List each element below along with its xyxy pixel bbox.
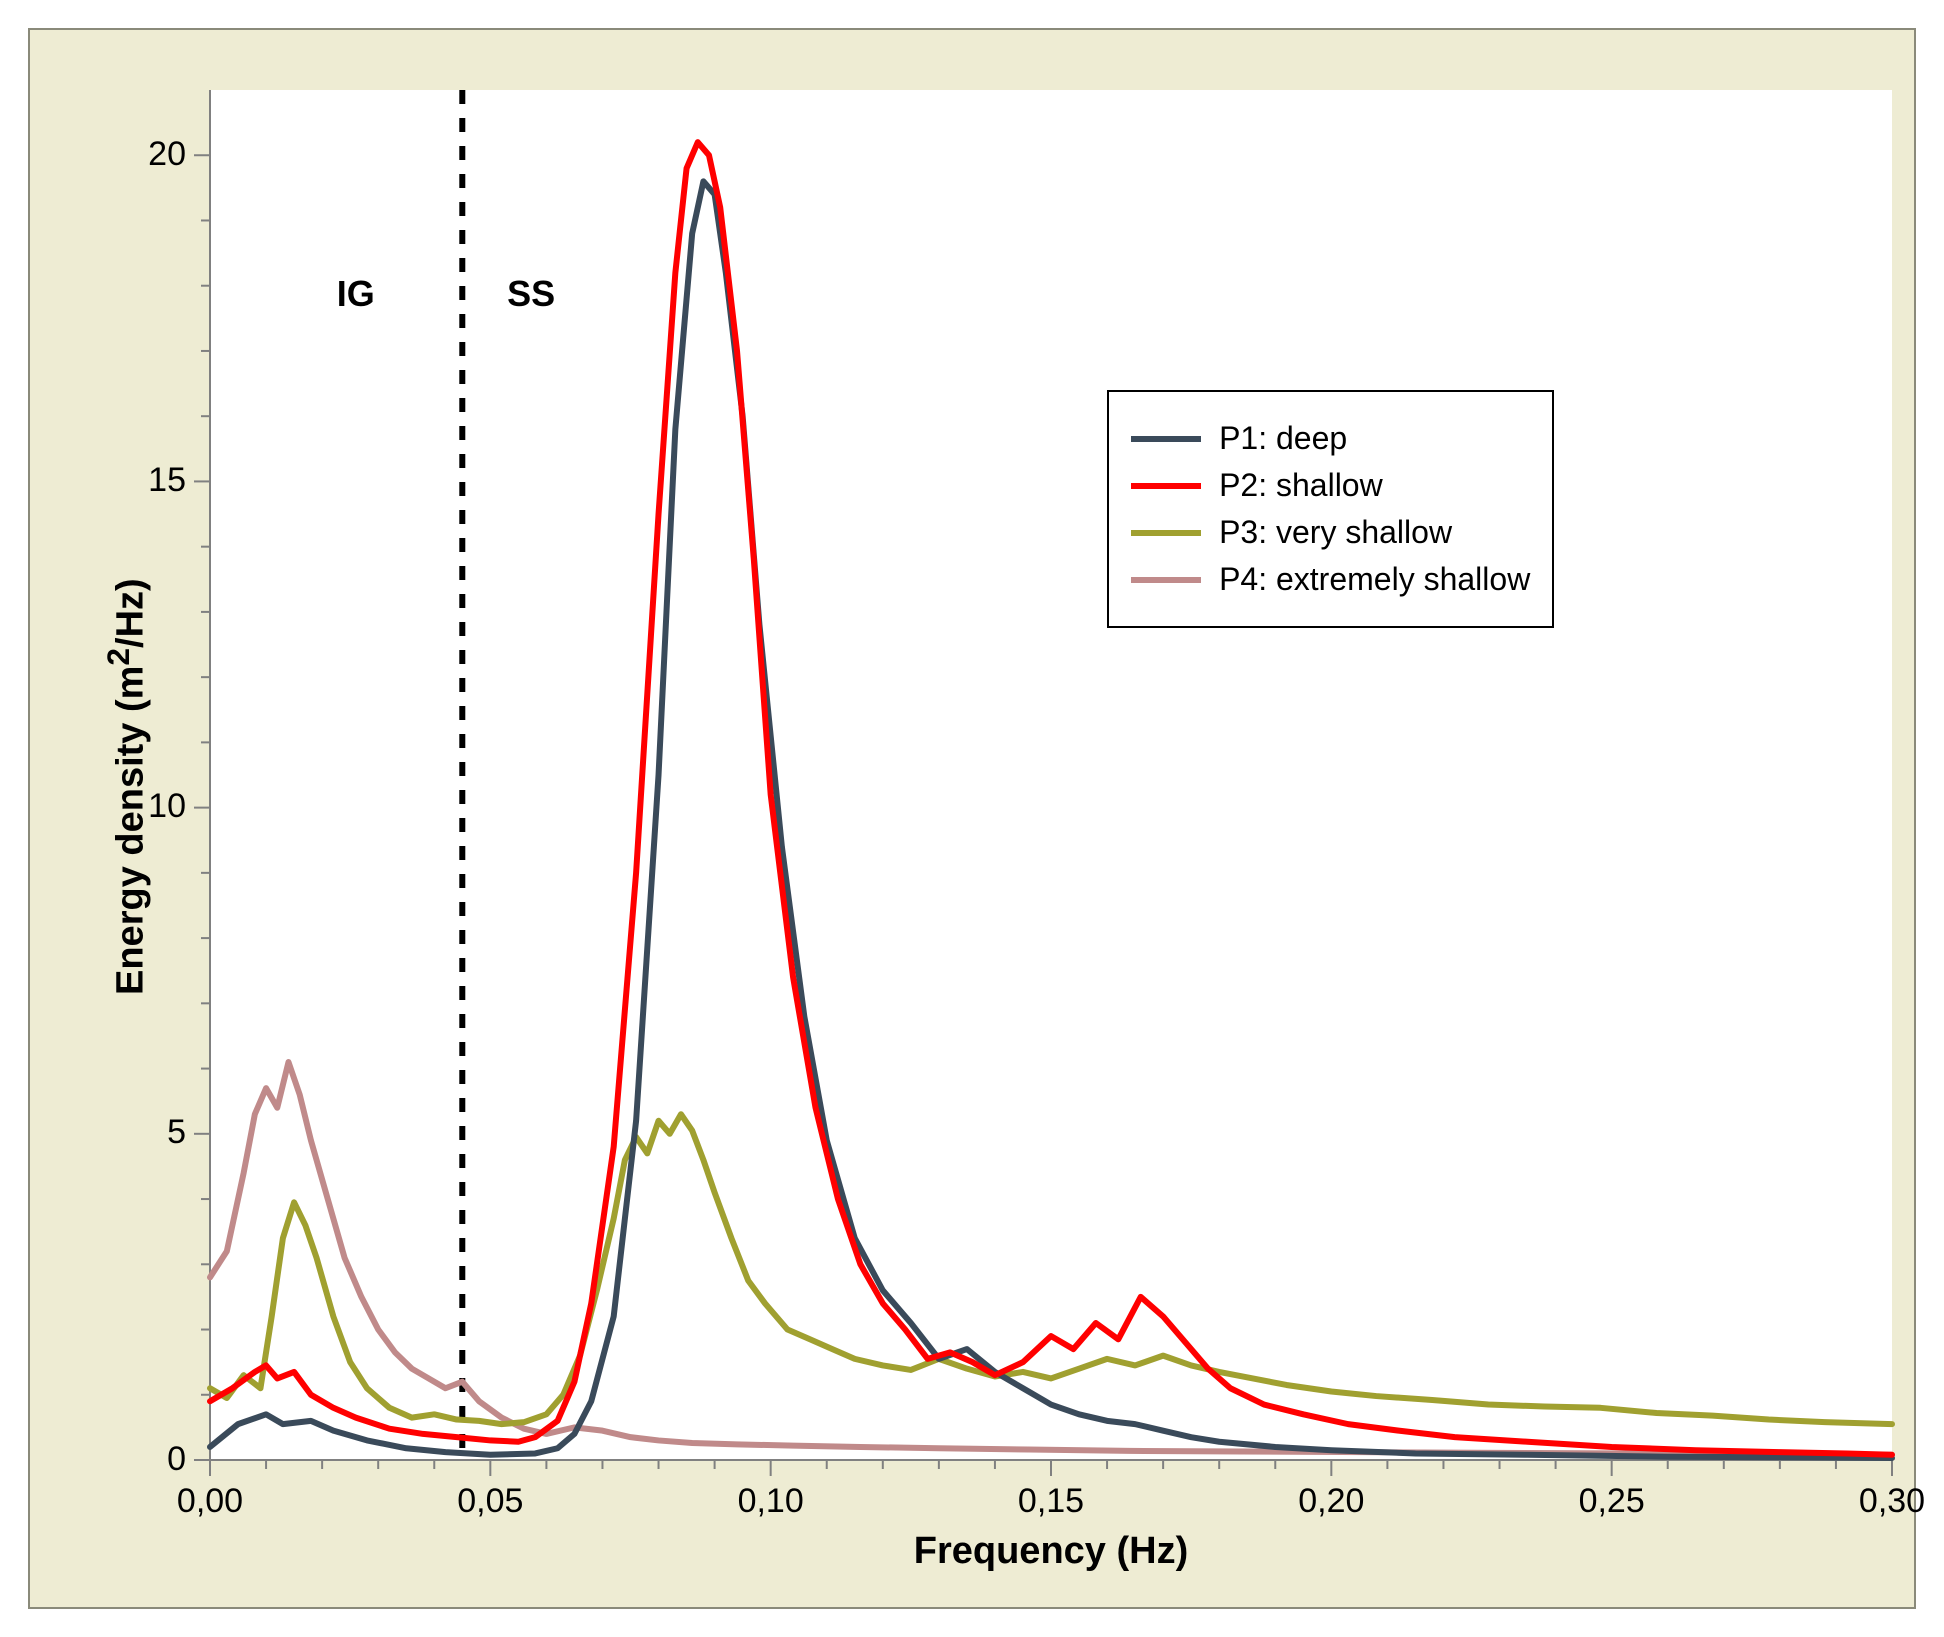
y-tick-label: 5 xyxy=(136,1113,186,1152)
legend-swatch xyxy=(1131,436,1201,442)
chart-panel: IG SS P1: deep P2: shallow P3: very shallo… xyxy=(28,28,1916,1609)
legend-swatch xyxy=(1131,577,1201,583)
y-tick-label: 20 xyxy=(136,135,186,174)
legend-label: P1: deep xyxy=(1219,420,1347,457)
legend-item-p3: P3: very shallow xyxy=(1131,514,1530,551)
legend-item-p4: P4: extremely shallow xyxy=(1131,561,1530,598)
region-label-ss: SS xyxy=(507,273,555,315)
chart-outer: IG SS P1: deep P2: shallow P3: very shallo… xyxy=(0,0,1944,1637)
chart-legend: P1: deep P2: shallow P3: very shallow P4: e… xyxy=(1107,390,1554,628)
x-tick-label: 0,10 xyxy=(731,1482,811,1521)
y-tick-label: 15 xyxy=(136,461,186,500)
x-tick-label: 0,00 xyxy=(170,1482,250,1521)
plot-area: IG SS P1: deep P2: shallow P3: very shallo… xyxy=(210,90,1892,1460)
legend-label: P2: shallow xyxy=(1219,467,1383,504)
legend-swatch xyxy=(1131,530,1201,536)
y-tick-label: 0 xyxy=(136,1440,186,1479)
legend-label: P3: very shallow xyxy=(1219,514,1452,551)
x-tick-label: 0,05 xyxy=(450,1482,530,1521)
x-tick-label: 0,25 xyxy=(1572,1482,1652,1521)
legend-item-p1: P1: deep xyxy=(1131,420,1530,457)
y-tick-label: 10 xyxy=(136,787,186,826)
x-tick-label: 0,15 xyxy=(1011,1482,1091,1521)
region-label-ig: IG xyxy=(337,273,375,315)
plot-svg xyxy=(210,90,1892,1460)
legend-swatch xyxy=(1131,483,1201,489)
x-tick-label: 0,20 xyxy=(1291,1482,1371,1521)
legend-item-p2: P2: shallow xyxy=(1131,467,1530,504)
x-axis-label: Frequency (Hz) xyxy=(901,1530,1201,1573)
legend-label: P4: extremely shallow xyxy=(1219,561,1530,598)
x-tick-label: 0,30 xyxy=(1852,1482,1932,1521)
